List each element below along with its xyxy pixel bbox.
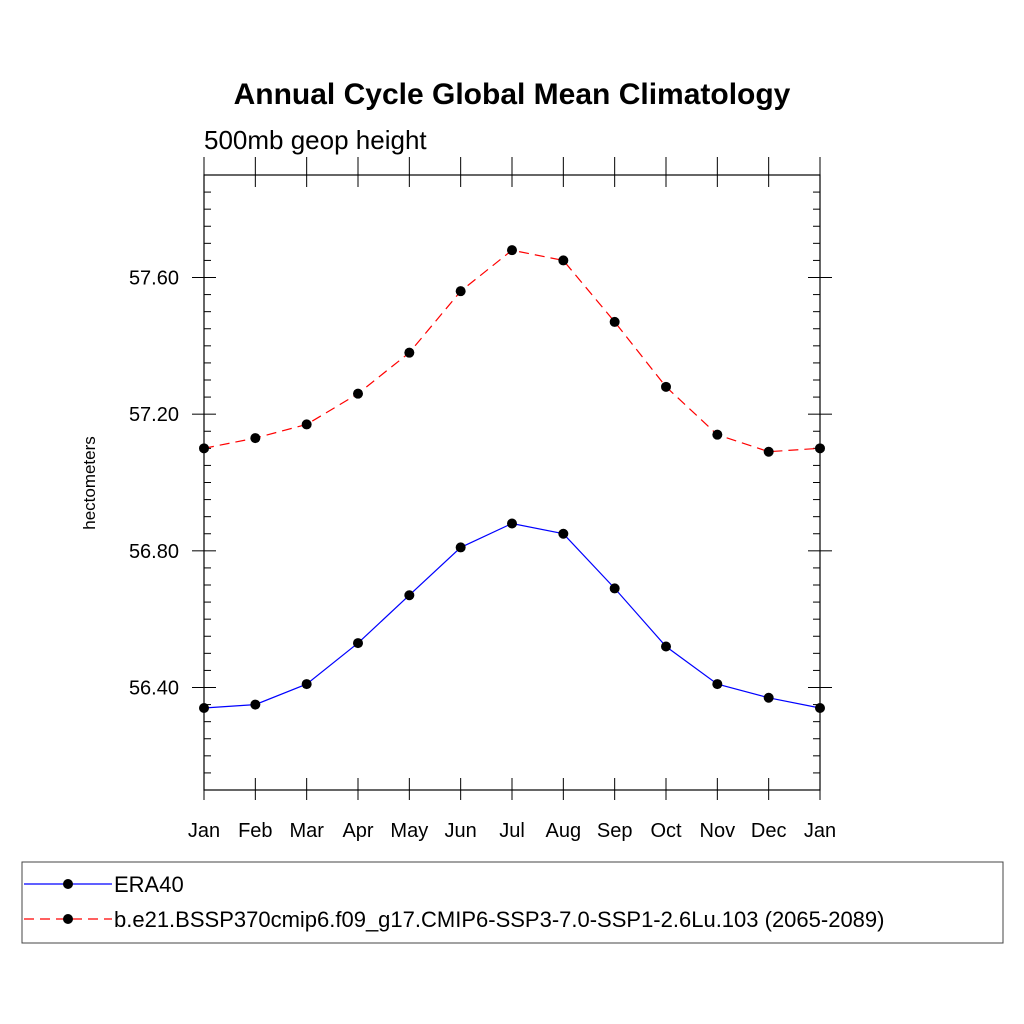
series-0-point [250, 699, 261, 710]
y-tick-label: 56.80 [129, 541, 179, 563]
y-tick-label: 57.20 [129, 404, 179, 426]
x-tick-label: Sep [597, 820, 633, 842]
series-0-point [558, 528, 569, 539]
x-tick-label: Jul [499, 820, 525, 842]
series-0-point [609, 583, 620, 594]
y-tick-label: 56.40 [129, 678, 179, 700]
legend-swatch-marker [63, 879, 73, 889]
series-1-point [558, 255, 569, 266]
series-1-point [609, 316, 620, 327]
series-1-point [353, 388, 363, 399]
series-line-1 [203, 249, 821, 453]
x-tick-label: Nov [700, 820, 736, 842]
x-tick-label: Mar [289, 820, 324, 842]
x-tick-label: Aug [546, 820, 582, 842]
legend-box [21, 861, 1004, 944]
series-1-point [404, 347, 415, 358]
series-layer [199, 245, 825, 713]
series-0-point [507, 518, 517, 529]
series-0-point [712, 679, 723, 690]
series-1-point [507, 245, 517, 256]
series-0-point [455, 542, 466, 553]
legend-swatch-marker [63, 914, 73, 924]
legend-label: ERA40 [114, 872, 184, 897]
series-0-point [661, 641, 671, 652]
x-tick-label: Feb [238, 820, 272, 842]
x-tick-label: Apr [342, 820, 373, 842]
series-1-point [455, 286, 466, 297]
x-tick-label: Oct [650, 820, 682, 842]
series-0-point [404, 590, 415, 601]
series-1-point [301, 419, 312, 430]
x-tick-label: May [390, 820, 428, 842]
legend: ERA40 b.e21.BSSP370cmip6.f09_g17.CMIP6-SS… [24, 872, 884, 932]
series-0-point [199, 703, 209, 713]
series-0-point [301, 679, 312, 690]
series-1-point [712, 429, 723, 440]
x-tick-label: Jan [804, 820, 836, 842]
series-1-point [199, 443, 209, 454]
series-1-point [661, 381, 671, 392]
x-tick-label: Dec [751, 820, 787, 842]
legend-label: b.e21.BSSP370cmip6.f09_g17.CMIP6-SSP3-7.… [114, 907, 884, 932]
series-1-point [815, 443, 825, 454]
y-axis-label: hectometers [80, 436, 99, 530]
y-tick-label: 57.60 [129, 268, 179, 290]
series-0-point [353, 638, 363, 649]
series-0-point [763, 692, 774, 703]
plot-frame [203, 174, 821, 791]
series-1-point [250, 433, 261, 444]
x-tick-label: Jan [188, 820, 220, 842]
series-line-0 [203, 522, 821, 709]
series-0-point [815, 703, 825, 713]
x-tick-label: Jun [445, 820, 477, 842]
series-1-point [763, 446, 774, 457]
axes: Jan Feb Mar Apr May Jun Jul Aug Sep Oct Nov Dec Jan 5… [129, 157, 836, 842]
chart-title: Annual Cycle Global Mean Climatology [234, 78, 791, 111]
chart-subtitle: 500mb geop height [204, 125, 427, 155]
